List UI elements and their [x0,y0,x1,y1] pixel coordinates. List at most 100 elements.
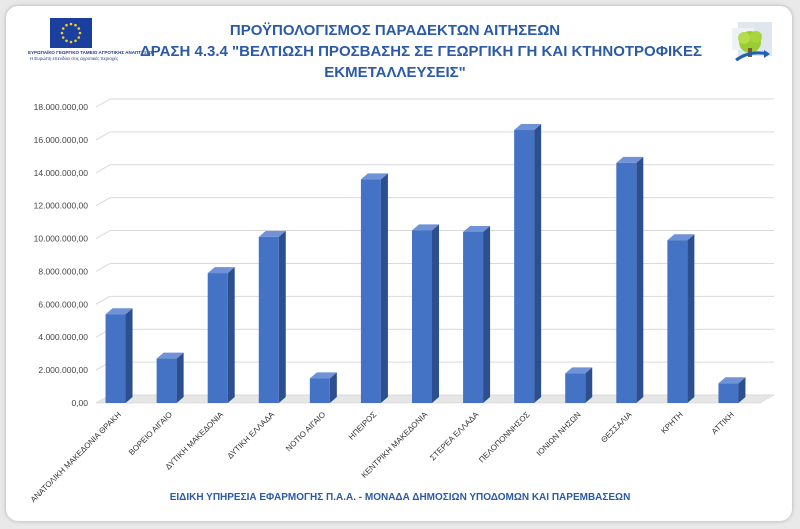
x-tick-label: ΑΤΤΙΚΗ [710,410,736,436]
x-tick-label: ΠΕΛΟΠΟΝΝΗΣΟΣ [477,410,531,464]
eu-star-icon [65,39,68,43]
bar-front [156,358,177,403]
eu-star-icon [69,22,73,26]
eu-star-icon [74,39,77,43]
x-tick-label: ΚΡΗΤΗ [659,410,685,436]
bar [565,367,593,403]
y-tick-label: 18.000.000,00 [34,102,89,112]
bar-side [227,267,235,403]
y-tick-label: 0,00 [71,398,88,408]
bar-front [207,273,228,403]
y-tick-label: 16.000.000,00 [34,135,89,145]
eu-star-icon [65,23,68,27]
eu-star-icon [77,36,81,39]
eu-star-icon [69,40,73,44]
x-tick-label: ΔΥΤΙΚΗ ΕΛΛΑΔΑ [226,410,277,461]
footer-text: ΕΙΔΙΚΗ ΥΠΗΡΕΣΙΑ ΕΦΑΡΜΟΓΗΣ Π.Α.Α. - ΜΟΝΑΔ… [169,492,631,503]
gridline-depth [95,263,111,272]
x-tick-label: ΗΠΕΙΡΟΣ [347,410,379,442]
bar [156,352,184,403]
bar [412,224,439,403]
bar-side [380,173,388,403]
bar [514,124,542,404]
bar-side [176,352,184,403]
bar [309,372,337,403]
x-tick-label: ΣΤΕΡΕΑ ΕΛΛΑΔΑ [428,410,481,463]
y-tick-label: 10.000.000,00 [34,234,89,244]
eu-logo: ΕΥΡΩΠΑΪΚΟ ΓΕΩΡΓΙΚΟ ΤΑΜΕΙΟ ΑΓΡΟΤΙΚΗΣ ΑΝΑΠ… [28,18,153,68]
eu-slogan: Η Ευρώπη επενδύει στις αγροτικές περιοχέ… [29,56,119,61]
x-tick-label: ΑΝΑΤΟΛΙΚΗ ΜΑΚΕΔΟΝΙΑ ΘΡΑΚΗ [29,410,123,504]
bar-front [616,162,637,403]
agriculture-logo-icon [732,22,772,62]
bar-front [105,314,126,403]
bar-front [360,179,381,403]
bar-side [278,230,286,403]
bar-front [258,236,279,403]
y-tick-label: 6.000.000,00 [38,299,88,309]
y-tick-label: 8.000.000,00 [38,266,88,276]
eu-fund-name: ΕΥΡΩΠΑΪΚΟ ΓΕΩΡΓΙΚΟ ΤΑΜΕΙΟ ΑΓΡΟΤΙΚΗΣ ΑΝΑΠ… [28,50,153,55]
bar-top [412,224,439,231]
bar-side [687,234,695,403]
bar [207,267,235,403]
x-tick-label: ΒΟΡΕΙΟ ΑΙΓΑΙΟ [127,410,174,457]
x-tick-label: ΘΕΣΣΑΛΙΑ [599,410,634,445]
gridline-depth [95,197,111,207]
eu-star-icon [61,27,65,30]
bar-side [125,308,133,403]
x-tick-label: ΙΟΝΙΩΝ ΝΗΣΩΝ [535,410,583,458]
bar [616,156,644,403]
bar-top [718,377,746,384]
y-tick-label: 2.000.000,00 [38,365,88,375]
bar [718,377,746,403]
bar [667,234,695,403]
eu-star-icon [61,36,65,39]
title-line-1: ΠΡΟΫΠΟΛΟΓΙΣΜΟΣ ΠΑΡΑΔΕΚΤΩΝ ΑΙΤΗΣΕΩΝ [229,22,561,39]
bar-front [309,378,330,403]
bar-top [514,124,542,131]
y-tick-label: 12.000.000,00 [34,201,89,211]
bar [258,230,286,403]
gridline-depth [95,230,111,239]
eu-star-icon [78,31,82,35]
bar-side [534,124,542,404]
x-tick-label: ΔΥΤΙΚΗ ΜΑΚΕΔΟΝΙΑ [164,410,226,472]
gridline-depth [95,131,111,141]
bar-front [514,130,535,403]
title-line-2: ΔΡΑΣΗ 4.3.4 "ΒΕΛΤΙΩΣΗ ΠΡΟΣΒΑΣΗΣ ΣΕ ΓΕΩΡΓ… [140,43,703,60]
bar-top [309,372,337,379]
bar-top [360,173,388,180]
gridline-depth [95,295,111,305]
bar-side [738,377,746,403]
x-tick-label: ΝΟΤΙΟ ΑΙΓΑΙΟ [284,410,327,453]
eu-flag-icon [50,18,92,48]
bar-top [667,234,695,241]
bar [463,225,491,403]
y-tick-label: 14.000.000,00 [34,168,89,178]
bar-side [636,156,644,403]
bar-front [463,231,484,403]
title-line-3: ΕΚΜΕΤΑΛΛΕΥΣΕΙΣ" [324,64,466,81]
bar-top [156,352,184,359]
bar-top [463,225,491,232]
bar-top [258,230,286,237]
eu-star-icon [74,23,77,27]
gridline-depth [95,164,111,174]
gridline-depth [95,98,111,108]
eu-star-icon [77,27,81,30]
bar-side [329,372,337,403]
page-title: ΠΡΟΫΠΟΛΟΓΙΣΜΟΣ ΠΑΡΑΔΕΚΤΩΝ ΑΙΤΗΣΕΩΝ ΔΡΑΣΗ… [140,20,703,83]
bar-top [105,308,133,315]
bar-top [565,367,593,374]
y-tick-label: 4.000.000,00 [38,332,88,342]
bar-front [565,373,586,403]
bar [360,173,388,403]
bar-side [432,224,439,403]
eu-star-icon [60,31,64,35]
bar-front [667,240,688,403]
bar [105,308,133,403]
bar-front [412,230,432,403]
bar-side [585,367,593,403]
bar-front [718,383,739,403]
